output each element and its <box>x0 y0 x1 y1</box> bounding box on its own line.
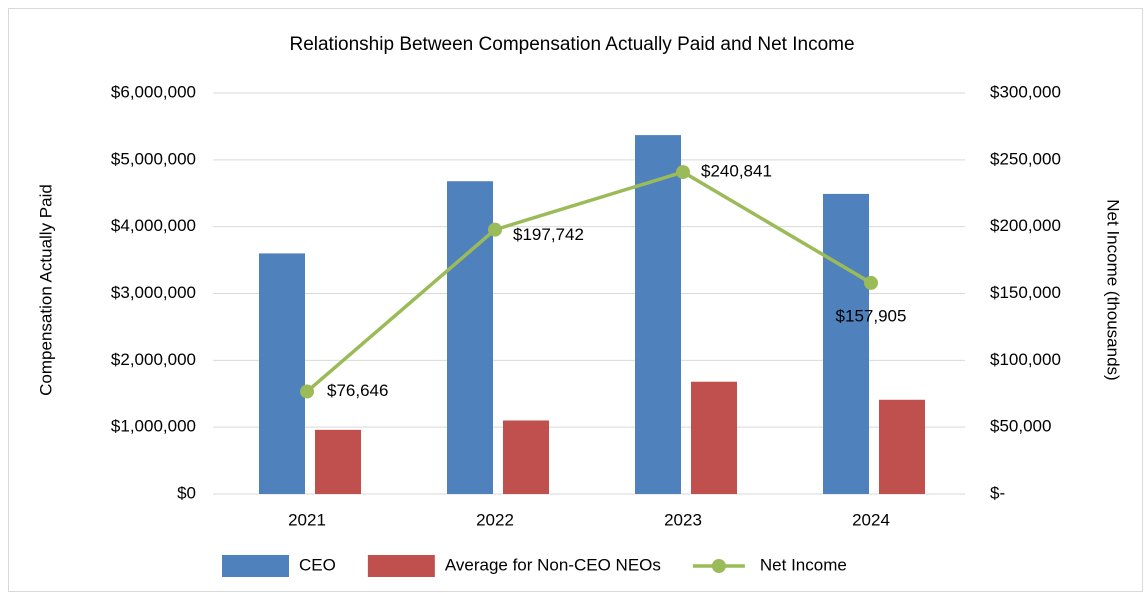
legend-swatch <box>222 555 289 577</box>
bar <box>691 381 737 494</box>
line-marker <box>488 222 502 237</box>
y2-tick-label: $100,000 <box>990 350 1061 369</box>
y-tick-label: $5,000,000 <box>111 149 196 168</box>
bar <box>447 181 493 494</box>
bar <box>259 253 305 494</box>
legend-marker <box>711 559 726 573</box>
y-tick-label: $3,000,000 <box>111 283 196 302</box>
y-axis-title: Compensation Actually Paid <box>36 184 55 396</box>
x-tick-label: 2021 <box>288 510 326 529</box>
legend-label: Average for Non-CEO NEOs <box>445 555 661 574</box>
x-tick-label: 2023 <box>664 510 702 529</box>
data-label: $76,646 <box>327 381 388 400</box>
y2-tick-label: $- <box>990 483 1005 502</box>
y2-tick-label: $300,000 <box>990 82 1061 101</box>
data-label: $197,742 <box>513 225 584 244</box>
line-marker <box>300 384 314 399</box>
data-label: $157,905 <box>836 306 907 325</box>
y2-tick-label: $250,000 <box>990 149 1061 168</box>
y-tick-label: $2,000,000 <box>111 350 196 369</box>
y2-tick-label: $50,000 <box>990 417 1051 436</box>
data-label: $240,841 <box>701 162 772 181</box>
bar <box>503 420 549 494</box>
x-tick-label: 2024 <box>852 510 890 529</box>
line-marker <box>676 165 690 180</box>
x-tick-label: 2022 <box>476 510 514 529</box>
chart-title: Relationship Between Compensation Actual… <box>289 34 854 55</box>
legend-label: CEO <box>299 555 336 574</box>
bar <box>823 193 869 494</box>
bar <box>315 429 361 494</box>
y2-axis-title: Net Income (thousands) <box>1104 199 1123 380</box>
line <box>305 170 872 393</box>
y-tick-label: $0 <box>177 483 196 502</box>
y-tick-label: $6,000,000 <box>111 82 196 101</box>
y2-tick-label: $200,000 <box>990 216 1061 235</box>
bar <box>635 135 681 495</box>
y-tick-label: $1,000,000 <box>111 417 196 436</box>
line-marker <box>864 275 878 290</box>
y2-tick-label: $150,000 <box>990 283 1061 302</box>
legend-label: Net Income <box>760 555 847 574</box>
legend-swatch <box>367 555 435 577</box>
bar <box>879 399 925 494</box>
y-tick-label: $4,000,000 <box>111 216 196 235</box>
